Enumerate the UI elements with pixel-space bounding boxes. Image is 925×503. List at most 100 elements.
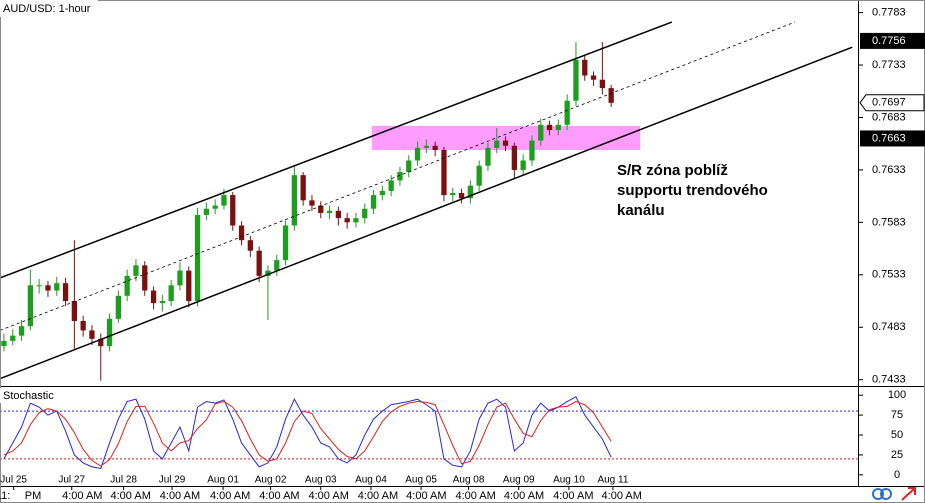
candle-body [344,218,350,223]
candle-body [300,175,306,201]
x-tick-label: Aug 01 [207,475,239,486]
candle-body [520,160,526,170]
y-tick-label: 0.7583 [872,216,906,228]
candle-body [458,193,465,199]
x-time-label: 4:00 AM [504,490,544,502]
y-tick-label: 0 [894,469,900,481]
link-icon[interactable] [880,488,892,500]
x-time-label: 4:00 AM [602,490,642,502]
x-time-label: 4:00 AM [358,490,398,502]
candle-body [423,145,429,148]
candle-body [370,195,377,209]
x-tick-label: Jul 28 [110,475,137,486]
candle-body [502,140,509,146]
candle-body [142,265,148,291]
stochastic-line [3,396,612,470]
x-tick-label: Jul 29 [159,475,186,486]
candle-body [388,180,394,191]
candle-body [476,165,482,186]
candle-body [590,75,597,80]
x-tick-label: Jul 27 [58,475,85,486]
candle-body [564,100,570,125]
candle-body [608,88,614,103]
x-time-label: 11: [0,490,10,502]
candle-body [467,185,473,199]
candle-body [406,160,412,173]
candle-body [397,172,403,181]
candle-body [115,295,121,319]
candle-body [168,285,174,302]
arrow-icon[interactable] [901,487,916,501]
trend-line [0,21,796,331]
price-marker [860,32,925,49]
y-tick-label: 75 [891,409,903,421]
candle-body [256,250,262,276]
candle-body [62,283,69,302]
link-icon[interactable] [872,488,884,500]
candle-body [511,145,517,170]
annotation: supportu trendového [617,182,768,199]
x-tick-label: Jul 25 [0,475,27,486]
x-time-label: 4:00 AM [553,490,593,502]
trend-line [0,21,673,279]
candle-body [450,193,456,196]
candle-body [441,149,447,196]
price-marker-label: 0.7697 [872,97,906,109]
x-time-label: 4:00 AM [259,490,299,502]
x-time-label: 4:00 AM [210,490,250,502]
y-tick-label: 0.7433 [872,374,906,386]
candle-body [36,285,42,287]
y-tick-label: 0.7733 [872,59,906,71]
candle-body [353,218,359,223]
candle-body [1,340,7,347]
trend-line [0,46,853,380]
candle-body [529,140,535,161]
candle-body [89,330,95,339]
candle-body [230,195,236,226]
x-tick-label: Aug 08 [453,475,485,486]
stoch-title: Stochastic [3,390,54,402]
x-tick-label: Aug 04 [355,475,387,486]
price-marker-label: 0.7756 [872,35,906,47]
candle-body [599,79,605,89]
candle-body [203,208,209,216]
candle-body [546,124,553,131]
candle-body [247,240,253,251]
toolbar-icons[interactable] [872,487,916,501]
x-time-label: 4:00 AM [62,490,102,502]
candle-body [538,124,544,141]
stoch-title-bg [0,388,58,403]
candle-body [45,285,51,291]
title-bg [0,0,98,17]
candle-body [212,205,218,209]
candle-body [326,210,333,213]
x-tick-label: Aug 10 [553,475,585,486]
x-time-label: 4:00 AM [309,490,349,502]
stochastic-line [3,400,612,467]
y-tick-label: 0.7783 [872,6,906,18]
price-marker [860,130,925,147]
candle-body [265,270,271,276]
x-time-label: 4:00 AM [455,490,495,502]
x-tick-label: Aug 09 [503,475,535,486]
candle-body [159,301,165,304]
candle-body [485,147,491,166]
candle-body [282,225,289,261]
candle-body [238,225,245,241]
candle-body [362,208,368,219]
x-time-label: 4:00 AM [406,490,446,502]
x-tick-label: Aug 11 [597,475,628,486]
price-marker-label: 0.7663 [872,132,906,144]
x-tick-label: Aug 03 [305,475,337,486]
candle-body [10,335,16,341]
candle-body [318,205,324,213]
candle-body [27,285,33,327]
price-panel [0,21,853,381]
x-time-label: PM [25,490,42,502]
y-tick-label: 0.7483 [872,321,906,333]
y-tick-label: 25 [891,449,903,461]
candle-body [133,265,139,276]
candle-body [54,283,60,291]
